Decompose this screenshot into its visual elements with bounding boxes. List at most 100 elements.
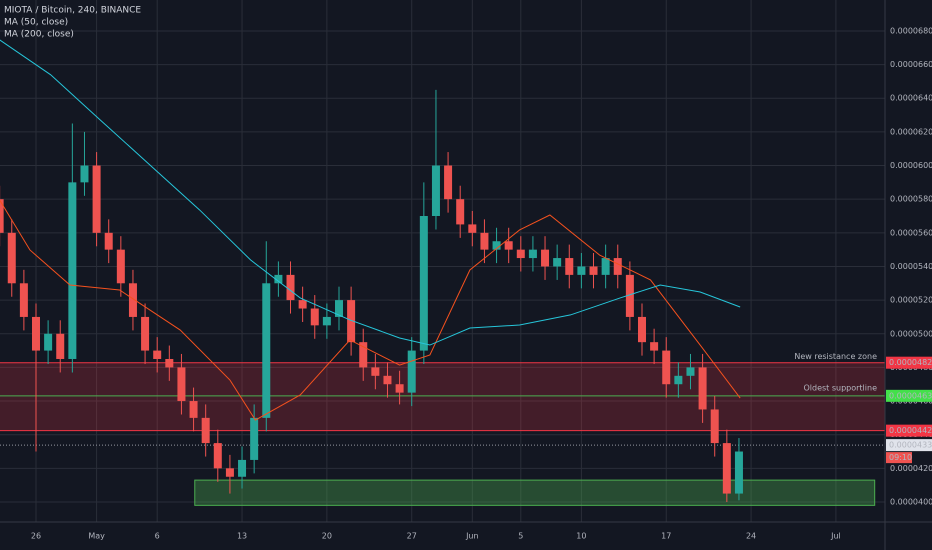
- candle-body: [431, 165, 440, 216]
- x-tick-label: 6: [155, 532, 160, 541]
- countdown: 09:10: [889, 453, 912, 462]
- candle-body: [698, 367, 707, 410]
- candle-body: [553, 258, 562, 267]
- candle-body: [141, 316, 150, 351]
- price-badge: [886, 389, 932, 402]
- candle-body: [262, 283, 271, 418]
- price-badge-label: 0.00004338: [889, 441, 932, 450]
- x-tick-label: May: [88, 532, 105, 541]
- candle-body: [528, 249, 537, 259]
- chart-title: MIOTA / Bitcoin, 240, BINANCE: [4, 6, 141, 16]
- candle-body: [371, 367, 380, 376]
- candle-body: [383, 375, 392, 385]
- candle-body: [734, 451, 743, 494]
- x-tick-label: Jun: [465, 532, 479, 541]
- candle-body: [116, 249, 125, 284]
- price-badge: [886, 439, 932, 452]
- candle-body: [44, 333, 53, 351]
- candle-body: [722, 443, 731, 494]
- price-badge: [886, 424, 932, 437]
- candle-body: [80, 165, 89, 183]
- plot: [0, 39, 743, 502]
- candle-body: [662, 350, 671, 385]
- candle-body: [504, 241, 513, 250]
- candle-body: [92, 165, 101, 233]
- candle-body: [177, 367, 186, 402]
- x-tick-label: 5: [518, 532, 523, 541]
- candle-body: [334, 300, 343, 317]
- support-zone: [194, 479, 876, 506]
- candle-body: [674, 375, 683, 385]
- countdown-badge: [886, 452, 912, 464]
- candle-body: [128, 283, 137, 317]
- candle-body: [541, 249, 550, 267]
- axes: 0.000040000.000042000.000044000.00004600…: [31, 26, 932, 541]
- x-tick-label: 20: [322, 532, 332, 541]
- legend-entry: MA (200, close): [4, 30, 74, 40]
- candle-body: [456, 199, 465, 225]
- candle-body: [213, 443, 222, 469]
- candle-body: [492, 241, 501, 250]
- candle-body: [444, 165, 453, 200]
- legend-entry: MA (50, close): [4, 18, 68, 28]
- candle-body: [165, 358, 174, 368]
- price-badge-label: 0.00004828: [889, 358, 932, 367]
- candle-body: [189, 401, 198, 418]
- candle-body: [589, 266, 598, 275]
- candle-body: [286, 274, 295, 301]
- candle-body: [637, 316, 646, 343]
- candle-body: [407, 350, 416, 393]
- candle-body: [468, 224, 477, 233]
- annotation: Oldest supportline: [803, 383, 877, 392]
- x-tick-label: 26: [31, 532, 41, 541]
- candle-body: [225, 468, 234, 477]
- candle-body: [359, 342, 368, 368]
- candle-body: [625, 274, 634, 317]
- price-badge-label: 0.00004631: [889, 391, 932, 400]
- candle-body: [480, 232, 489, 250]
- annotation: New resistance zone: [794, 352, 877, 361]
- price-badge: [886, 356, 932, 369]
- candle-body: [274, 274, 283, 284]
- candle-body: [7, 232, 16, 284]
- ma-line: [0, 199, 741, 421]
- candle-body: [395, 384, 404, 393]
- candle-body: [104, 232, 113, 250]
- candle-body: [201, 417, 210, 444]
- y-tick-label: 0.00006800: [890, 26, 932, 35]
- candle-body: [298, 300, 307, 309]
- candle-body: [710, 409, 719, 444]
- zones: New resistance zone Oldest supportline: [0, 352, 885, 506]
- x-tick-label: 13: [237, 532, 247, 541]
- candle-body: [0, 199, 4, 233]
- candle-body: [601, 258, 610, 275]
- resistance-zone: [0, 362, 885, 431]
- candle-body: [19, 283, 28, 317]
- candle-body: [250, 417, 259, 460]
- candle-body: [68, 182, 77, 359]
- x-tick-label: 27: [407, 532, 417, 541]
- candle-body: [516, 249, 525, 259]
- candle-body: [577, 266, 586, 275]
- candle-body: [613, 258, 622, 275]
- x-tick-label: Jul: [830, 532, 841, 541]
- candle-body: [565, 258, 574, 275]
- candle-body: [650, 342, 659, 351]
- price-badge-label: 0.00004424: [889, 426, 932, 435]
- x-tick-label: 10: [576, 532, 586, 541]
- x-tick-label: 24: [746, 532, 756, 541]
- candle-body: [56, 333, 65, 359]
- candle-body: [31, 316, 40, 351]
- ma-line: [0, 39, 741, 346]
